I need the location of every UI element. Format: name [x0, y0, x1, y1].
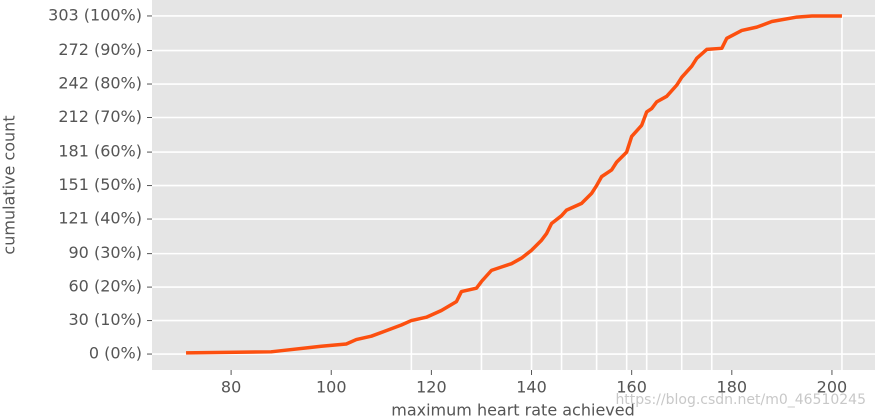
- y-tick-label: 272 (90%): [58, 40, 142, 59]
- y-tick-label: 303 (100%): [48, 5, 142, 24]
- x-tick-label: 160: [616, 378, 647, 397]
- y-tick-label: 0 (0%): [89, 344, 142, 363]
- x-tick-label: 120: [416, 378, 447, 397]
- x-tick-label: 100: [316, 378, 347, 397]
- y-tick-label: 30 (10%): [69, 310, 143, 329]
- y-tick-label: 90 (30%): [69, 243, 143, 262]
- cdf-line: [186, 14, 842, 355]
- y-tick-label: 212 (70%): [58, 107, 142, 126]
- x-axis-label: maximum heart rate achieved: [391, 401, 635, 420]
- x-tick-label: 80: [221, 378, 241, 397]
- y-tick-label: 121 (40%): [58, 209, 142, 228]
- y-tick-label: 242 (80%): [58, 74, 142, 93]
- watermark: https://blog.csdn.net/m0_46510245: [615, 392, 866, 408]
- y-tick-label: 181 (60%): [58, 142, 142, 161]
- x-tick-label: 140: [516, 378, 547, 397]
- y-tick-label: 60 (20%): [69, 277, 143, 296]
- x-tick-label: 180: [717, 378, 748, 397]
- y-tick-label: 151 (50%): [58, 175, 142, 194]
- x-tick-label: 200: [817, 378, 848, 397]
- y-axis-label: cumulative count: [0, 115, 19, 254]
